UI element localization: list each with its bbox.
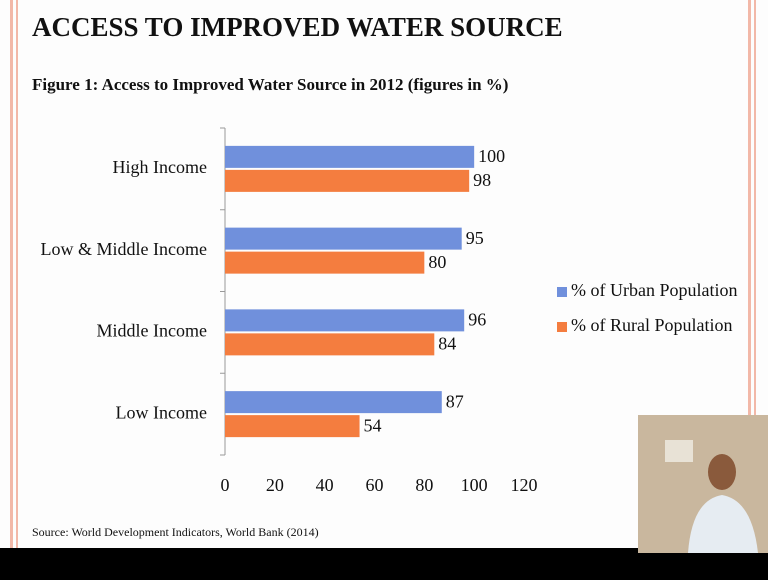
value-label: 100: [478, 146, 505, 166]
bar: [225, 251, 425, 274]
legend-label: % of Rural Population: [571, 315, 732, 335]
bar: [225, 145, 475, 168]
x-tick-label: 0: [221, 475, 230, 495]
x-tick-label: 120: [511, 475, 538, 495]
bar: [225, 309, 465, 332]
x-tick-label: 80: [415, 475, 433, 495]
bar: [225, 415, 360, 438]
x-tick-label: 100: [461, 475, 488, 495]
y-tick-label: Low & Middle Income: [41, 239, 207, 259]
value-label: 84: [438, 334, 456, 354]
video-person: [688, 495, 758, 553]
source-note: Source: World Development Indicators, Wo…: [32, 525, 319, 539]
bar: [225, 391, 442, 414]
right-border: [754, 0, 756, 548]
left-border: [10, 0, 13, 548]
slide-title: ACCESS TO IMPROVED WATER SOURCE: [32, 12, 563, 42]
legend-swatch: [557, 322, 567, 332]
x-tick-label: 60: [366, 475, 384, 495]
value-label: 98: [473, 170, 491, 190]
webcam-video: [638, 415, 768, 553]
x-tick-label: 20: [266, 475, 284, 495]
value-label: 95: [466, 228, 484, 248]
legend-label: % of Urban Population: [571, 280, 737, 300]
video-person: [708, 454, 736, 490]
bar: [225, 169, 470, 192]
y-tick-label: Low Income: [116, 402, 207, 422]
chart-title: Figure 1: Access to Improved Water Sourc…: [32, 75, 508, 94]
legend-swatch: [557, 287, 567, 297]
y-tick-label: Middle Income: [97, 321, 207, 341]
x-tick-label: 40: [316, 475, 334, 495]
value-label: 87: [446, 391, 464, 411]
y-tick-label: High Income: [113, 157, 207, 177]
bottom-bar: [0, 548, 768, 580]
right-border: [748, 0, 751, 548]
video-background: [665, 440, 693, 462]
value-label: 96: [468, 310, 486, 330]
bar: [225, 333, 435, 356]
bar: [225, 227, 462, 250]
value-label: 80: [428, 252, 446, 272]
left-border: [16, 0, 18, 548]
value-label: 54: [364, 415, 382, 435]
